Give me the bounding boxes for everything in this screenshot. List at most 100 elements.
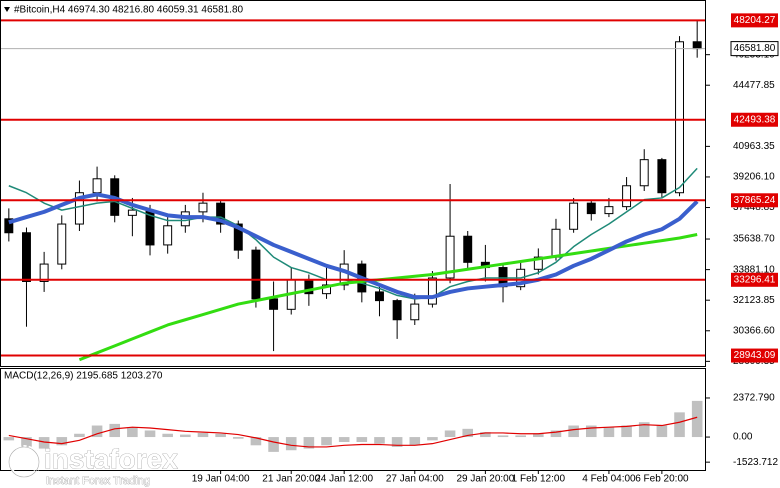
candle-body [586, 202, 596, 215]
current-price-box [730, 41, 779, 57]
macd-bar [568, 425, 579, 438]
level-box [731, 348, 778, 363]
macd-bar [585, 425, 597, 438]
x-tick-label: 24 Jan 12:00 [315, 474, 373, 485]
macd-bar [56, 437, 68, 446]
macd-bar [303, 437, 315, 449]
level-label: 28943.09 [734, 350, 776, 361]
y-tick-label: 33881.10 [733, 264, 775, 275]
level-box [731, 272, 778, 287]
macd-bar [3, 437, 15, 441]
x-tick-label: 4 Feb 04:00 [582, 474, 636, 485]
main-frame [0, 0, 706, 367]
macd-bar [550, 430, 562, 438]
current-price-label: 46581.80 [734, 43, 776, 54]
x-tick-label: 27 Jan 04:00 [386, 474, 444, 485]
candle-body [375, 291, 384, 302]
macd-bar [74, 433, 85, 438]
candle-body [216, 202, 226, 225]
macd-bar [21, 437, 32, 447]
candle-body [74, 192, 84, 225]
macd-bar [674, 412, 685, 438]
x-tick-label: 6 Feb 20:00 [635, 474, 689, 485]
level-label: 37865.24 [734, 195, 776, 206]
macd-frame [0, 368, 706, 471]
macd-bar [268, 437, 279, 452]
candle-body [622, 185, 632, 208]
candle-body [639, 159, 649, 187]
candle-body [39, 263, 49, 282]
candle-body [233, 223, 243, 251]
candle-body [57, 223, 67, 265]
macd-bar [656, 425, 668, 438]
candle-body [604, 206, 614, 215]
macd-bar [533, 433, 544, 438]
candle-body [463, 235, 473, 263]
candle-body [410, 303, 420, 321]
candle-body [551, 228, 561, 258]
x-tick-label: 29 Jan 20:00 [456, 474, 514, 485]
logo-ring-outline [8, 446, 40, 478]
macd-bar [232, 437, 244, 439]
level-label: 33296.41 [734, 274, 776, 285]
candle-body [22, 232, 31, 282]
y-tick-label: 0.00 [733, 432, 753, 443]
plot-area [0, 19, 706, 452]
candle-body [127, 209, 137, 216]
candle-body [269, 298, 279, 310]
macd-signal [8, 416, 698, 448]
y-tick-label: 40963.35 [733, 141, 775, 152]
macd-bar [409, 437, 421, 446]
x-tick-label: 19 Jan 04:00 [192, 474, 250, 485]
candle-body [92, 178, 102, 194]
y-tick-label: 37448.85 [733, 202, 775, 213]
level-label: 48204.27 [734, 15, 776, 26]
macd-bar [515, 435, 526, 438]
macd-bar [603, 427, 615, 438]
macd-bar [180, 434, 191, 438]
macd-bar [38, 437, 50, 449]
candle-body [445, 235, 455, 279]
candle-body [657, 159, 667, 194]
candle-body [392, 300, 402, 321]
macd-bar [462, 428, 474, 438]
macd-bar [497, 435, 509, 438]
candle-body [322, 284, 331, 295]
macd-bar [444, 430, 456, 438]
level-box [731, 13, 778, 28]
candle-body [569, 202, 579, 230]
macd-bar [321, 437, 332, 446]
macd-bar [427, 437, 438, 441]
y-tick-label: -1523.712 [733, 457, 778, 468]
y-tick-label: 39206.10 [733, 172, 775, 183]
macd-bar [285, 437, 297, 451]
watermark: instaforex Instant Forex Trading [7, 443, 179, 487]
candle-body [675, 41, 684, 194]
menu-arrow[interactable] [4, 7, 10, 12]
y-tick-label: 32123.85 [733, 295, 775, 306]
candle-body [692, 41, 702, 50]
macd-bar [391, 437, 403, 447]
level-box [731, 112, 778, 127]
macd-bar [621, 425, 632, 438]
candle-body [4, 218, 14, 234]
macd-bar [162, 433, 173, 438]
macd-bar [480, 432, 491, 438]
macd-bar [127, 427, 138, 438]
macd-bar [691, 400, 703, 438]
macd-bar [638, 422, 650, 438]
y-tick-label: 30366.60 [733, 325, 775, 336]
macd-bar [109, 423, 121, 438]
macd-bar [250, 437, 262, 446]
y-tick-label: 2372.790 [733, 393, 775, 404]
chart-title: #Bitcoin,H4 46974.30 48216.80 46059.31 4… [14, 5, 244, 16]
candle-body [163, 225, 173, 246]
x-tick-label: 21 Jan 20:00 [262, 474, 320, 485]
macd-bar [374, 437, 385, 444]
watermark-brand: instaforex [44, 443, 178, 474]
level-box [731, 193, 778, 208]
macd-bar [215, 433, 226, 438]
candle-body [198, 202, 208, 213]
